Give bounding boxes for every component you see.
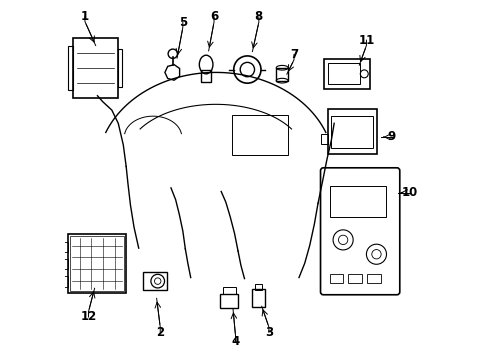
Bar bbox=[73, 39, 118, 98]
Bar bbox=[220, 294, 238, 309]
Bar bbox=[276, 68, 287, 81]
Bar bbox=[231, 116, 287, 155]
Bar bbox=[327, 63, 359, 84]
Text: 1: 1 bbox=[81, 10, 89, 23]
Text: 3: 3 bbox=[264, 326, 272, 339]
Bar bbox=[201, 69, 211, 82]
Text: 6: 6 bbox=[209, 10, 218, 23]
Bar bbox=[70, 235, 124, 291]
Text: 2: 2 bbox=[156, 326, 164, 339]
Bar bbox=[251, 289, 264, 307]
Bar bbox=[329, 186, 386, 217]
Bar bbox=[142, 272, 167, 291]
Bar bbox=[68, 234, 126, 293]
Bar bbox=[348, 274, 362, 283]
Text: 12: 12 bbox=[80, 310, 97, 324]
Bar bbox=[329, 274, 343, 283]
Bar bbox=[67, 45, 73, 90]
Bar bbox=[60, 242, 68, 252]
Bar bbox=[118, 49, 122, 87]
Bar bbox=[366, 274, 380, 283]
Bar bbox=[254, 284, 261, 290]
Text: 11: 11 bbox=[358, 33, 374, 47]
Bar bbox=[327, 109, 376, 154]
Text: 5: 5 bbox=[178, 16, 186, 29]
Bar bbox=[60, 259, 68, 269]
Bar bbox=[320, 134, 327, 144]
Bar bbox=[223, 287, 235, 294]
Bar bbox=[330, 116, 372, 148]
Text: 10: 10 bbox=[401, 186, 417, 199]
Text: 4: 4 bbox=[231, 335, 239, 348]
Text: 7: 7 bbox=[289, 48, 298, 61]
Bar bbox=[324, 59, 369, 89]
Bar bbox=[60, 276, 68, 287]
Text: 9: 9 bbox=[386, 130, 395, 144]
Text: 8: 8 bbox=[254, 10, 263, 23]
